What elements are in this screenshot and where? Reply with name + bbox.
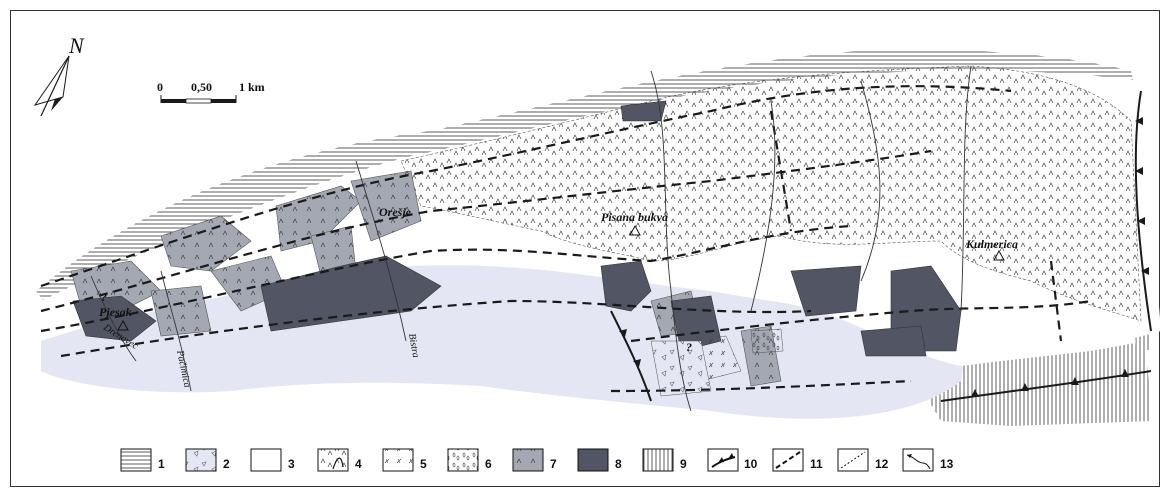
legend-item-8: 8 (577, 448, 622, 472)
legend-item-10: 10 (707, 448, 758, 472)
legend-num: 12 (875, 457, 889, 471)
legend: 1 2 3 4 5 6 7 8 (120, 448, 954, 472)
legend-num: 9 (680, 457, 687, 471)
place-pjesak: Pjesak (99, 305, 132, 319)
peak-marker-icon (117, 319, 129, 331)
legend-item-4: 4 (317, 448, 362, 472)
legend-num: 1 (158, 457, 165, 471)
legend-num: 4 (355, 457, 362, 471)
legend-item-6: 6 (447, 448, 492, 472)
fault-lines (40, 85, 1092, 393)
legend-item-7: 7 (512, 448, 557, 472)
unit-9-vertical-lines (511, 261, 1151, 426)
legend-num: 6 (485, 457, 492, 471)
legend-num: 8 (615, 457, 622, 471)
legend-item-2: 2 (185, 448, 230, 472)
legend-num: 13 (940, 457, 954, 471)
unit-6-dot-patch (750, 328, 784, 354)
legend-num: 2 (223, 457, 230, 471)
scale-label-half: 0,50 (191, 80, 212, 94)
uncertain-mark: ? (101, 290, 107, 304)
scale-label-1km: 1 km (239, 80, 265, 94)
place-oresje: Orešje (379, 205, 412, 219)
uncertain-mark-2: ? (686, 340, 692, 354)
scale-bar: 0 0,50 1 km (157, 80, 265, 104)
legend-num: 11 (810, 457, 823, 471)
geologic-map: N 0 0,50 1 km Orešje Pisana bukva Kulmer… (33, 33, 1161, 472)
unit-4-caret-massif (400, 65, 1142, 322)
legend-item-12: 12 (837, 448, 889, 472)
legend-num: 5 (420, 457, 427, 471)
place-pisana-bukva: Pisana bukva (601, 210, 668, 224)
map-frame: N 0 0,50 1 km Orešje Pisana bukva Kulmer… (10, 10, 1161, 487)
legend-num: 10 (744, 457, 758, 471)
north-arrow-icon: N (33, 33, 85, 117)
peak-marker-icon (993, 249, 1005, 261)
legend-item-9: 9 (642, 448, 687, 472)
legend-item-3: 3 (250, 448, 295, 472)
north-label: N (68, 33, 85, 58)
peak-marker-icon (629, 224, 641, 236)
stream-bistra: Bistra (406, 333, 421, 359)
streams (90, 65, 972, 412)
thrust-teeth (619, 117, 1149, 397)
legend-item-1: 1 (120, 448, 165, 472)
legend-num: 3 (288, 457, 295, 471)
legend-item-13: 13 (902, 448, 954, 472)
scale-label-0: 0 (157, 80, 163, 94)
legend-item-5: 5 (382, 448, 427, 472)
place-kulmerica: Kulmerica (965, 237, 1018, 251)
legend-num: 7 (550, 457, 557, 471)
thrust-faults (610, 90, 1152, 402)
legend-item-11: 11 (772, 448, 823, 472)
